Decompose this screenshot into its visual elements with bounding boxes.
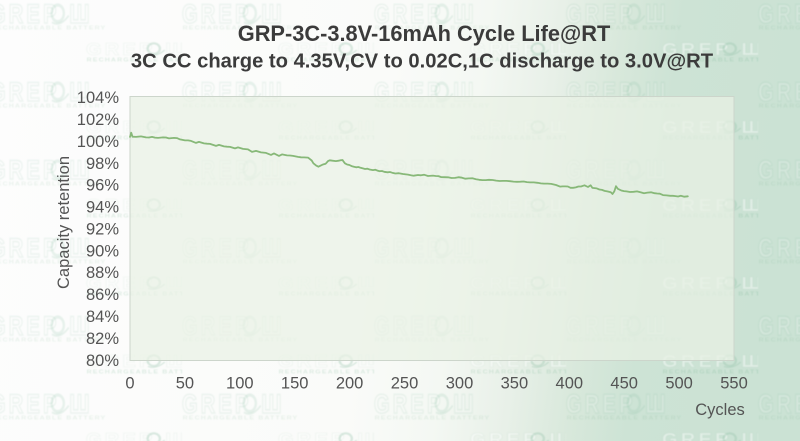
- svg-text:90%: 90%: [86, 242, 119, 260]
- svg-text:82%: 82%: [86, 330, 119, 348]
- svg-text:Capacity retention: Capacity retention: [55, 156, 73, 289]
- svg-text:98%: 98%: [86, 155, 119, 173]
- svg-text:104%: 104%: [77, 89, 120, 107]
- svg-text:80%: 80%: [86, 352, 119, 370]
- svg-text:88%: 88%: [86, 264, 119, 282]
- svg-text:3C CC charge to 4.35V,CV to 0.: 3C CC charge to 4.35V,CV to 0.02C,1C dis…: [131, 51, 714, 73]
- svg-text:500: 500: [665, 375, 693, 393]
- svg-text:150: 150: [281, 375, 309, 393]
- svg-text:94%: 94%: [86, 199, 119, 217]
- svg-text:400: 400: [556, 375, 584, 393]
- svg-text:GRP-3C-3.8V-16mAh Cycle Life@R: GRP-3C-3.8V-16mAh Cycle Life@RT: [238, 21, 611, 46]
- svg-text:200: 200: [336, 375, 364, 393]
- svg-text:Cycles: Cycles: [695, 401, 745, 419]
- svg-text:300: 300: [446, 375, 474, 393]
- svg-text:450: 450: [610, 375, 638, 393]
- svg-text:84%: 84%: [86, 308, 119, 326]
- svg-text:350: 350: [501, 375, 529, 393]
- svg-text:102%: 102%: [77, 111, 120, 129]
- svg-text:550: 550: [720, 375, 748, 393]
- svg-text:0: 0: [125, 375, 134, 393]
- svg-text:96%: 96%: [86, 177, 119, 195]
- svg-text:250: 250: [391, 375, 419, 393]
- svg-text:86%: 86%: [86, 286, 119, 304]
- svg-text:50: 50: [176, 375, 194, 393]
- svg-text:100%: 100%: [77, 133, 120, 151]
- svg-text:100: 100: [226, 375, 254, 393]
- svg-text:92%: 92%: [86, 220, 119, 238]
